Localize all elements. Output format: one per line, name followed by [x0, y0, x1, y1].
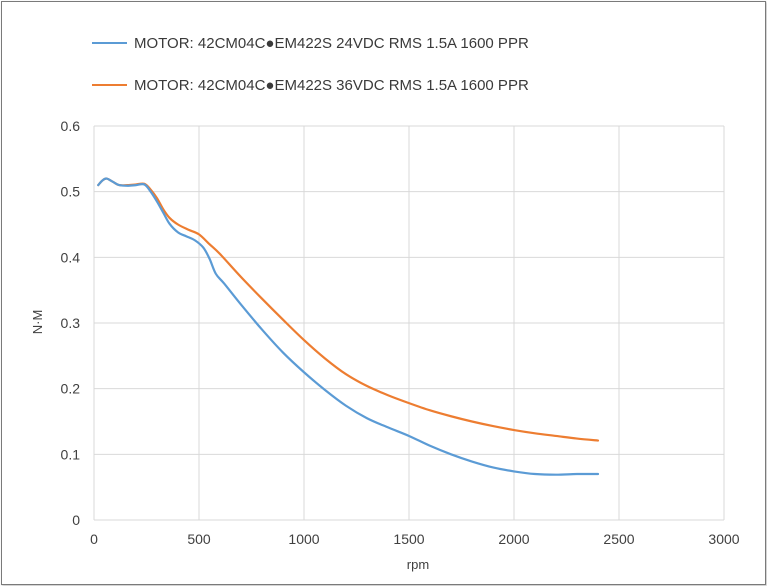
y-tick-label: 0.1 [61, 446, 81, 462]
legend-label-series-2: MOTOR: 42CM04C●EM422S 36VDC RMS 1.5A 160… [134, 77, 529, 94]
x-tick-label: 0 [90, 531, 98, 547]
y-tick-label: 0.2 [61, 381, 81, 397]
y-axis-label: N·M [30, 310, 45, 335]
grid [93, 125, 725, 521]
y-tick-label: 0 [72, 512, 80, 528]
legend-label-series-1: MOTOR: 42CM04C●EM422S 24VDC RMS 1.5A 160… [134, 35, 529, 52]
y-tick-label: 0.6 [61, 118, 81, 134]
y-tick-label: 0.3 [61, 315, 81, 331]
x-tick-label: 1000 [288, 531, 319, 547]
x-axis-label: rpm [407, 557, 429, 572]
y-tick-label: 0.4 [61, 249, 81, 265]
y-tick-label: 0.5 [61, 184, 81, 200]
series-line-1 [97, 177, 600, 476]
x-tick-label: 2500 [603, 531, 634, 547]
series-line-2 [97, 177, 600, 442]
x-tick-label: 500 [187, 531, 211, 547]
x-tick-label: 2000 [498, 531, 529, 547]
x-tick-label: 3000 [708, 531, 739, 547]
series-lines [97, 177, 600, 476]
x-tick-label: 1500 [393, 531, 424, 547]
legend: MOTOR: 42CM04C●EM422S 24VDC RMS 1.5A 160… [92, 35, 529, 94]
axis-ticks: 0 0.1 0.2 0.3 0.4 0.5 0.6 0 500 1000 1500 2000 2500 3… [61, 118, 740, 547]
